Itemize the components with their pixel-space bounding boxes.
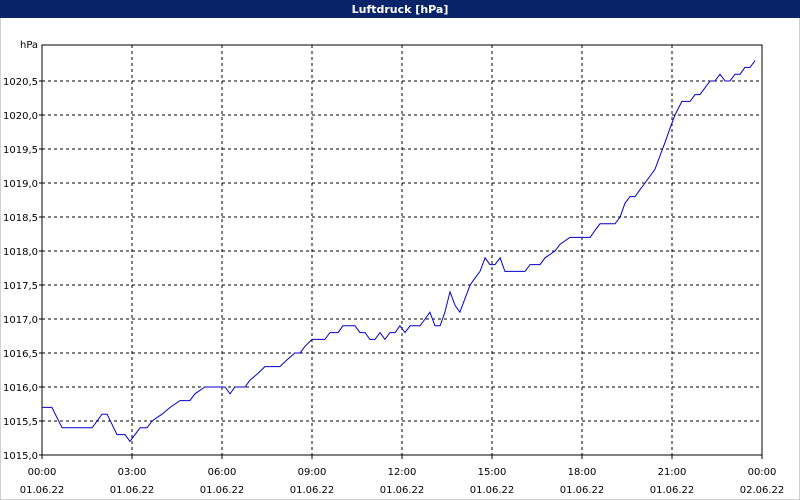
x-tick-label: 00:00 [748, 467, 777, 478]
x-tick-date: 02.06.22 [740, 485, 785, 496]
x-tick-date: 01.06.22 [110, 485, 155, 496]
x-tick-date: 01.06.22 [560, 485, 605, 496]
x-tick-label: 09:00 [298, 467, 327, 478]
title-bar [0, 0, 800, 18]
data-line [42, 60, 756, 443]
x-tick-date: 01.06.22 [290, 485, 335, 496]
x-tick-label: 18:00 [568, 467, 597, 478]
x-tick-label: 00:00 [28, 467, 57, 478]
y-tick-label: 1018,5 [3, 213, 38, 224]
x-tick-label: 03:00 [118, 467, 147, 478]
x-tick-date: 01.06.22 [650, 485, 695, 496]
y-tick-label: 1019,5 [3, 145, 38, 156]
x-tick-date: 01.06.22 [470, 485, 515, 496]
chart-title: Luftdruck [hPa] [352, 3, 449, 16]
y-tick-label: 1016,5 [3, 349, 38, 360]
x-tick-date: 01.06.22 [20, 485, 65, 496]
x-tick-label: 12:00 [388, 467, 417, 478]
x-tick-label: 06:00 [208, 467, 237, 478]
x-tick-label: 21:00 [658, 467, 687, 478]
y-tick-label: 1019,0 [3, 179, 38, 190]
x-tick-date: 01.06.22 [200, 485, 245, 496]
y-tick-label: 1020,5 [3, 77, 38, 88]
x-tick-label: 15:00 [478, 467, 507, 478]
y-tick-label: 1020,0 [3, 111, 38, 122]
y-tick-label: 1015,5 [3, 417, 38, 428]
y-tick-label: 1016,0 [3, 383, 38, 394]
x-tick-date: 01.06.22 [380, 485, 425, 496]
y-tick-label: 1018,0 [3, 247, 38, 258]
y-axis-label: hPa [20, 40, 38, 51]
y-tick-label: 1017,5 [3, 281, 38, 292]
y-tick-label: 1015,0 [3, 451, 38, 462]
y-tick-label: 1017,0 [3, 315, 38, 326]
